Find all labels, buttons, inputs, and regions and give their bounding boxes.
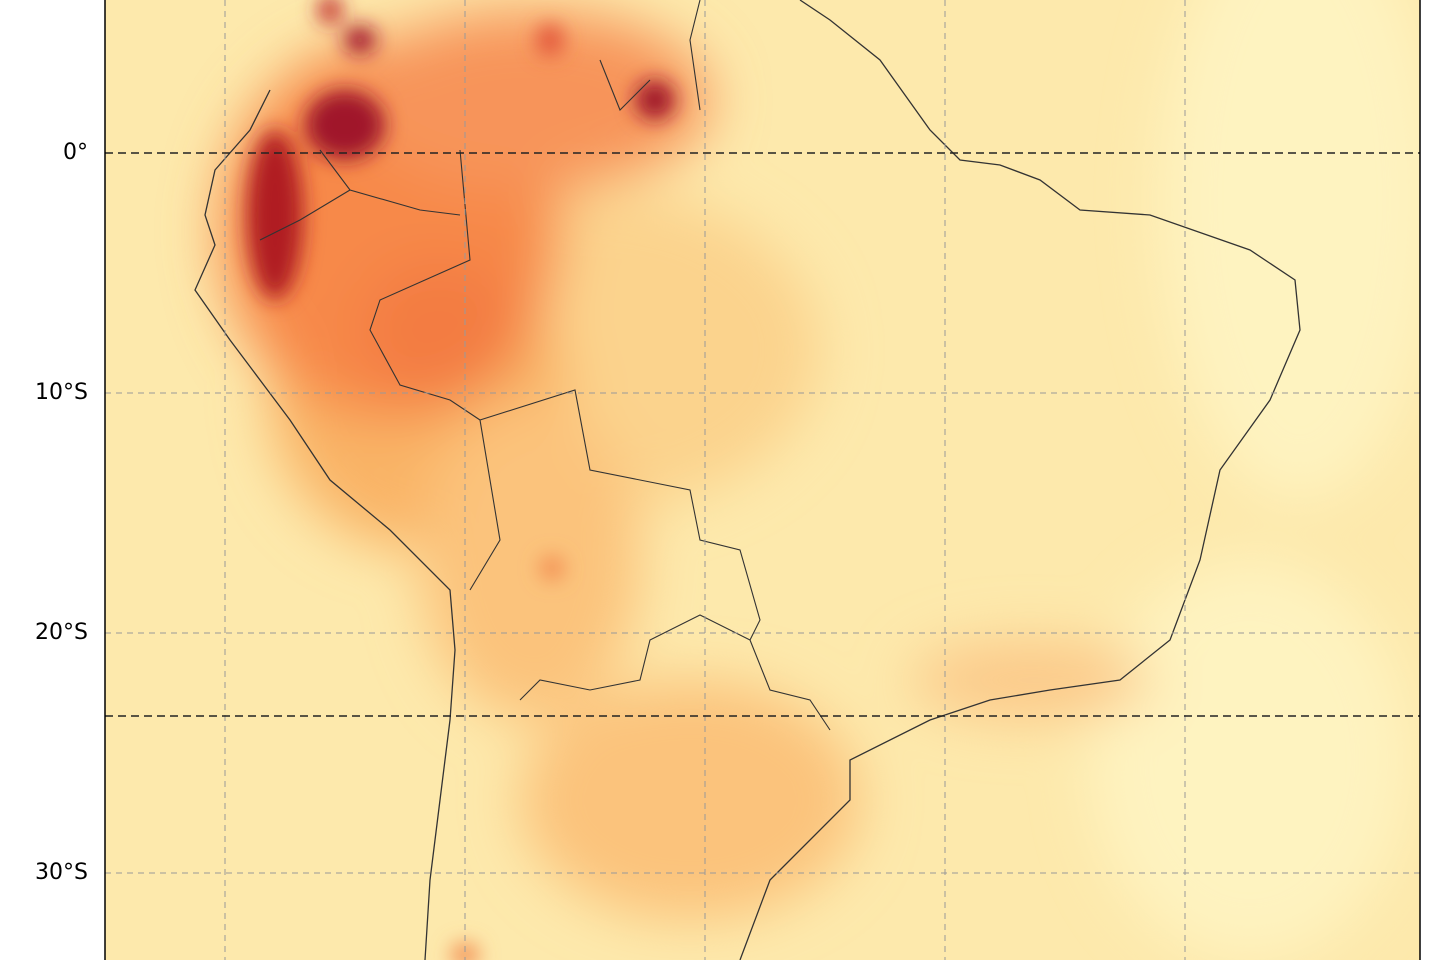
borders (259, 0, 831, 731)
heat-field (105, 0, 1420, 960)
map-frame (104, 0, 1421, 960)
graticule (105, 0, 1420, 960)
lat-label: 0° (63, 140, 88, 165)
lat-label: 30°S (35, 860, 88, 885)
coastline (194, 0, 1301, 960)
special-parallels (105, 152, 1420, 717)
lat-label: 20°S (35, 620, 88, 645)
lat-label: 10°S (35, 380, 88, 405)
